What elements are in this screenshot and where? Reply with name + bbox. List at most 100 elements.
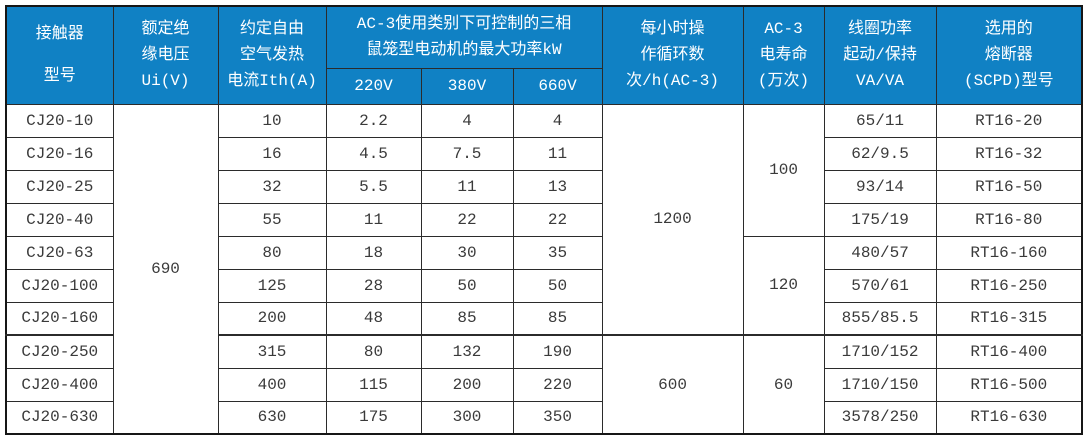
cell-life-merged: 120 bbox=[742, 235, 825, 336]
cell-coil: 62/9.5 bbox=[823, 136, 937, 171]
cell-coil: 65/11 bbox=[823, 103, 937, 138]
cell-p220: 115 bbox=[325, 367, 422, 402]
cell-model: CJ20-630 bbox=[5, 400, 114, 435]
header-line: 线圈功率 bbox=[848, 20, 913, 39]
cell-model: CJ20-40 bbox=[5, 202, 114, 237]
cell-ith: 630 bbox=[217, 400, 327, 435]
cell-p380: 200 bbox=[420, 367, 514, 402]
header-line: 约定自由 bbox=[239, 20, 304, 39]
cell-life-merged: 60 bbox=[742, 334, 825, 435]
table-row: CJ20-400 400 115 200 220 1710/150 RT16-5… bbox=[5, 367, 1083, 402]
col-header-660v: 660V bbox=[512, 67, 603, 105]
cell-model: CJ20-250 bbox=[5, 334, 114, 369]
header-line: 选用的 bbox=[984, 20, 1033, 39]
col-header-380v: 380V bbox=[420, 67, 514, 105]
col-header-model: 接触器 型号 bbox=[5, 5, 114, 105]
cell-model: CJ20-400 bbox=[5, 367, 114, 402]
cell-ith: 400 bbox=[217, 367, 327, 402]
cell-coil: 570/61 bbox=[823, 268, 937, 303]
cell-ith: 80 bbox=[217, 235, 327, 270]
cell-p660: 190 bbox=[512, 334, 603, 369]
cell-p660: 50 bbox=[512, 268, 603, 303]
cell-cycles-merged: 1200 bbox=[601, 103, 744, 336]
col-header-coil-power: 线圈功率 起动/保持 VA/VA bbox=[823, 5, 937, 105]
cell-coil: 855/85.5 bbox=[823, 301, 937, 336]
cell-ith: 315 bbox=[217, 334, 327, 369]
cell-p220: 28 bbox=[325, 268, 422, 303]
cell-life-merged: 100 bbox=[742, 103, 825, 237]
table-row: CJ20-10 690 10 2.2 4 4 1200 100 65/11 RT… bbox=[5, 103, 1083, 435]
col-header-thermal-current: 约定自由 空气发热 电流Ith(A) bbox=[217, 5, 327, 105]
cell-fuse: RT16-32 bbox=[935, 136, 1083, 171]
table-row: CJ20-160 200 48 85 85 855/85.5 RT16-315 bbox=[5, 301, 1083, 336]
cell-p220: 4.5 bbox=[325, 136, 422, 171]
header-line: 电流Ith(A) bbox=[227, 72, 317, 91]
header-line: AC-3 bbox=[764, 20, 803, 39]
header-row-top: 接触器 型号 额定绝 缘电压 Ui(V) 约定自由 空气发热 电流Ith(A) … bbox=[5, 5, 1083, 105]
cell-p220: 5.5 bbox=[325, 169, 422, 204]
header-line: 起动/保持 bbox=[843, 46, 917, 65]
cell-model: CJ20-16 bbox=[5, 136, 114, 171]
cell-ith: 200 bbox=[217, 301, 327, 336]
table-row: CJ20-25 32 5.5 11 13 93/14 RT16-50 bbox=[5, 169, 1083, 204]
cell-p660: 11 bbox=[512, 136, 603, 171]
cell-p660: 350 bbox=[512, 400, 603, 435]
cell-coil: 3578/250 bbox=[823, 400, 937, 435]
header-line: 次/h(AC-3) bbox=[626, 72, 719, 91]
col-header-electrical-life: AC-3 电寿命 (万次) bbox=[742, 5, 825, 105]
cell-fuse: RT16-20 bbox=[935, 103, 1083, 138]
cell-p380: 300 bbox=[420, 400, 514, 435]
col-header-insulation-voltage: 额定绝 缘电压 Ui(V) bbox=[112, 5, 219, 105]
col-header-220v: 220V bbox=[325, 67, 422, 105]
cell-p380: 85 bbox=[420, 301, 514, 336]
table-row: CJ20-40 55 11 22 22 175/19 RT16-80 bbox=[5, 202, 1083, 237]
cell-fuse: RT16-80 bbox=[935, 202, 1083, 237]
cell-model: CJ20-100 bbox=[5, 268, 114, 303]
table-body: CJ20-10 690 10 2.2 4 4 1200 100 65/11 RT… bbox=[5, 103, 1083, 435]
table-row: CJ20-16 16 4.5 7.5 11 62/9.5 RT16-32 bbox=[5, 136, 1083, 171]
cell-model: CJ20-10 bbox=[5, 103, 114, 138]
header-line: 作循环数 bbox=[640, 46, 705, 65]
cell-p220: 2.2 bbox=[325, 103, 422, 138]
cell-p660: 220 bbox=[512, 367, 603, 402]
header-line: Ui(V) bbox=[141, 72, 190, 91]
table-row: CJ20-63 80 18 30 35 120 480/57 RT16-160 bbox=[5, 235, 1083, 336]
col-header-ac3-power-group: AC-3使用类别下可控制的三相 鼠笼型电动机的最大功率kW bbox=[325, 5, 603, 69]
cell-model: CJ20-25 bbox=[5, 169, 114, 204]
cell-p660: 13 bbox=[512, 169, 603, 204]
col-header-fuse-type: 选用的 熔断器 (SCPD)型号 bbox=[935, 5, 1083, 105]
cell-ith: 125 bbox=[217, 268, 327, 303]
cell-fuse: RT16-315 bbox=[935, 301, 1083, 336]
cell-p380: 132 bbox=[420, 334, 514, 369]
cell-model: CJ20-160 bbox=[5, 301, 114, 336]
cell-fuse: RT16-400 bbox=[935, 334, 1083, 369]
cell-coil: 1710/152 bbox=[823, 334, 937, 369]
header-row-voltages: 220V 380V 660V bbox=[6, 67, 1082, 105]
cell-fuse: RT16-630 bbox=[935, 400, 1083, 435]
header-line: (SCPD)型号 bbox=[963, 72, 1054, 91]
table-row: CJ20-250 315 80 132 190 600 60 1710/152 … bbox=[5, 334, 1083, 435]
header-line: 型号 bbox=[43, 67, 76, 86]
table-row: CJ20-630 630 175 300 350 3578/250 RT16-6… bbox=[5, 400, 1083, 435]
header-line: VA/VA bbox=[856, 72, 905, 91]
header-line: 接触器 bbox=[35, 25, 84, 44]
header-line: 额定绝 bbox=[141, 20, 190, 39]
cell-fuse: RT16-500 bbox=[935, 367, 1083, 402]
table-header: 接触器 型号 额定绝 缘电压 Ui(V) 约定自由 空气发热 电流Ith(A) … bbox=[5, 5, 1083, 105]
cell-coil: 175/19 bbox=[823, 202, 937, 237]
cell-p220: 175 bbox=[325, 400, 422, 435]
col-header-cycles-per-hour: 每小时操 作循环数 次/h(AC-3) bbox=[601, 5, 744, 105]
cell-p380: 50 bbox=[420, 268, 514, 303]
table-row: CJ20-100 125 28 50 50 570/61 RT16-250 bbox=[5, 268, 1083, 303]
cell-model: CJ20-63 bbox=[5, 235, 114, 270]
cell-fuse: RT16-250 bbox=[935, 268, 1083, 303]
header-line: 电寿命 bbox=[759, 46, 808, 65]
cell-p220: 11 bbox=[325, 202, 422, 237]
cell-coil: 93/14 bbox=[823, 169, 937, 204]
header-line: 熔断器 bbox=[984, 46, 1033, 65]
cell-p380: 11 bbox=[420, 169, 514, 204]
cell-p660: 22 bbox=[512, 202, 603, 237]
header-line: 空气发热 bbox=[239, 46, 304, 65]
cell-p220: 18 bbox=[325, 235, 422, 270]
cell-insulation-voltage-merged: 690 bbox=[112, 103, 219, 435]
